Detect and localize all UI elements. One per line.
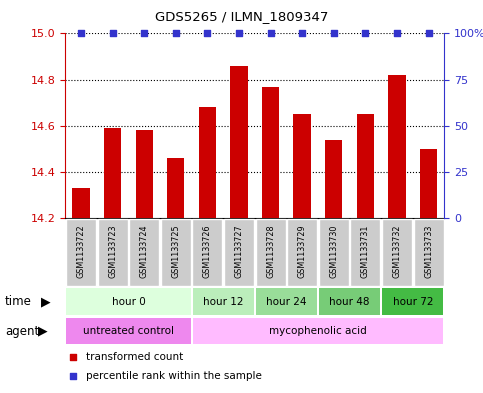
- Point: [235, 30, 243, 37]
- Bar: [193, 288, 254, 315]
- Text: time: time: [5, 295, 32, 308]
- Text: ▶: ▶: [38, 325, 47, 338]
- Bar: [420, 149, 437, 218]
- Text: hour 72: hour 72: [393, 297, 433, 307]
- Bar: [262, 86, 279, 218]
- Point: [330, 30, 338, 37]
- Point: [425, 30, 432, 37]
- Bar: [66, 219, 96, 286]
- Text: GSM1133727: GSM1133727: [234, 224, 243, 278]
- Bar: [413, 219, 443, 286]
- Bar: [294, 114, 311, 218]
- Bar: [167, 158, 185, 218]
- Bar: [388, 75, 406, 218]
- Text: agent: agent: [5, 325, 39, 338]
- Bar: [319, 219, 349, 286]
- Bar: [98, 219, 128, 286]
- Bar: [199, 107, 216, 218]
- Bar: [66, 288, 191, 315]
- Bar: [136, 130, 153, 218]
- Bar: [72, 188, 90, 218]
- Point: [172, 30, 180, 37]
- Text: GSM1133724: GSM1133724: [140, 224, 149, 278]
- Point: [298, 30, 306, 37]
- Text: hour 48: hour 48: [329, 297, 370, 307]
- Bar: [356, 114, 374, 218]
- Bar: [129, 219, 159, 286]
- Bar: [256, 219, 285, 286]
- Bar: [161, 219, 191, 286]
- Text: GSM1133723: GSM1133723: [108, 224, 117, 278]
- Point: [69, 354, 77, 360]
- Point: [77, 30, 85, 37]
- Point: [109, 30, 116, 37]
- Bar: [104, 128, 121, 218]
- Text: GSM1133725: GSM1133725: [171, 224, 180, 278]
- Text: GSM1133733: GSM1133733: [424, 224, 433, 278]
- Bar: [224, 219, 254, 286]
- Text: hour 24: hour 24: [266, 297, 307, 307]
- Bar: [230, 66, 248, 218]
- Text: transformed count: transformed count: [86, 352, 184, 362]
- Bar: [287, 219, 317, 286]
- Text: GSM1133730: GSM1133730: [329, 224, 338, 278]
- Bar: [382, 219, 412, 286]
- Point: [361, 30, 369, 37]
- Point: [267, 30, 274, 37]
- Bar: [319, 288, 380, 315]
- Text: GSM1133732: GSM1133732: [393, 224, 401, 278]
- Point: [203, 30, 211, 37]
- Text: GSM1133731: GSM1133731: [361, 224, 370, 278]
- Bar: [192, 219, 222, 286]
- Bar: [193, 318, 443, 344]
- Text: untreated control: untreated control: [83, 326, 174, 336]
- Bar: [350, 219, 381, 286]
- Point: [141, 30, 148, 37]
- Bar: [256, 288, 317, 315]
- Text: GSM1133728: GSM1133728: [266, 224, 275, 278]
- Text: GSM1133726: GSM1133726: [203, 224, 212, 278]
- Point: [393, 30, 401, 37]
- Text: hour 12: hour 12: [203, 297, 243, 307]
- Point: [69, 373, 77, 380]
- Text: percentile rank within the sample: percentile rank within the sample: [86, 371, 262, 382]
- Text: GDS5265 / ILMN_1809347: GDS5265 / ILMN_1809347: [155, 10, 328, 23]
- Bar: [382, 288, 443, 315]
- Text: GSM1133722: GSM1133722: [76, 224, 85, 278]
- Text: hour 0: hour 0: [112, 297, 145, 307]
- Bar: [325, 140, 342, 218]
- Bar: [66, 318, 191, 344]
- Text: ▶: ▶: [41, 295, 51, 308]
- Text: GSM1133729: GSM1133729: [298, 224, 307, 278]
- Text: mycophenolic acid: mycophenolic acid: [269, 326, 367, 336]
